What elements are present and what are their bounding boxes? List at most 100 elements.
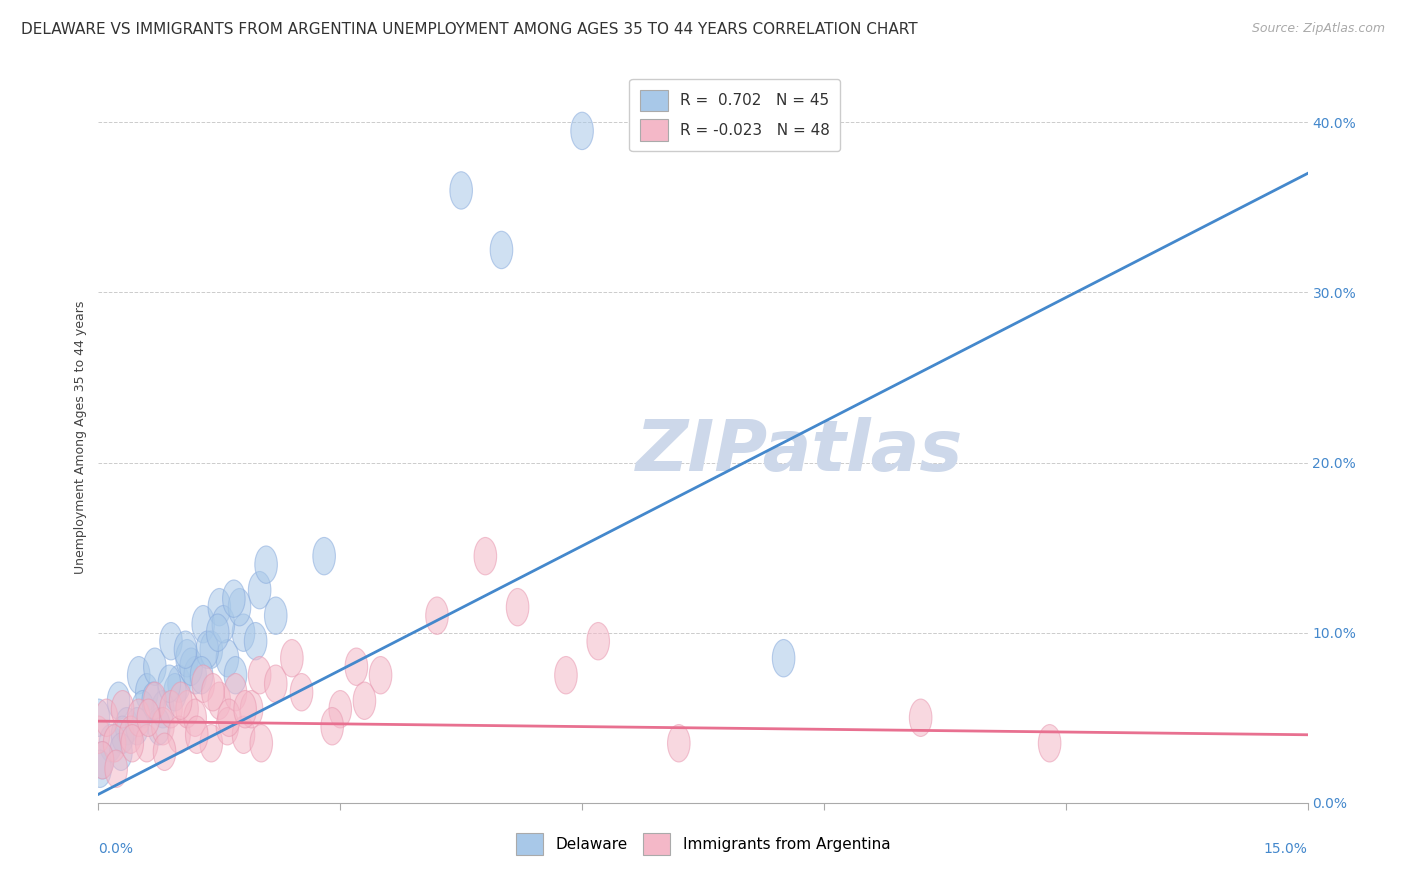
Ellipse shape bbox=[233, 690, 256, 728]
Ellipse shape bbox=[207, 614, 229, 651]
Ellipse shape bbox=[132, 690, 155, 728]
Ellipse shape bbox=[571, 112, 593, 150]
Ellipse shape bbox=[174, 631, 197, 668]
Text: DELAWARE VS IMMIGRANTS FROM ARGENTINA UNEMPLOYMENT AMONG AGES 35 TO 44 YEARS COR: DELAWARE VS IMMIGRANTS FROM ARGENTINA UN… bbox=[21, 22, 918, 37]
Ellipse shape bbox=[152, 707, 174, 745]
Ellipse shape bbox=[103, 724, 125, 762]
Ellipse shape bbox=[232, 614, 254, 651]
Ellipse shape bbox=[555, 657, 578, 694]
Ellipse shape bbox=[184, 657, 207, 694]
Ellipse shape bbox=[212, 606, 235, 643]
Ellipse shape bbox=[89, 750, 111, 788]
Ellipse shape bbox=[142, 682, 165, 720]
Ellipse shape bbox=[91, 741, 114, 779]
Ellipse shape bbox=[111, 690, 134, 728]
Ellipse shape bbox=[143, 682, 166, 720]
Ellipse shape bbox=[224, 657, 246, 694]
Ellipse shape bbox=[100, 724, 122, 762]
Ellipse shape bbox=[264, 665, 287, 702]
Ellipse shape bbox=[135, 673, 157, 711]
Ellipse shape bbox=[506, 589, 529, 626]
Ellipse shape bbox=[87, 716, 110, 754]
Ellipse shape bbox=[290, 673, 314, 711]
Ellipse shape bbox=[772, 640, 794, 677]
Ellipse shape bbox=[195, 631, 218, 668]
Ellipse shape bbox=[153, 733, 176, 771]
Ellipse shape bbox=[105, 750, 128, 788]
Ellipse shape bbox=[250, 724, 273, 762]
Ellipse shape bbox=[110, 733, 132, 771]
Ellipse shape bbox=[184, 699, 207, 737]
Ellipse shape bbox=[668, 724, 690, 762]
Ellipse shape bbox=[344, 648, 367, 685]
Ellipse shape bbox=[160, 623, 183, 660]
Ellipse shape bbox=[176, 640, 198, 677]
Ellipse shape bbox=[143, 648, 166, 685]
Ellipse shape bbox=[167, 716, 190, 754]
Ellipse shape bbox=[450, 172, 472, 209]
Ellipse shape bbox=[474, 538, 496, 574]
Ellipse shape bbox=[125, 707, 149, 745]
Ellipse shape bbox=[217, 707, 239, 745]
Ellipse shape bbox=[491, 231, 513, 268]
Ellipse shape bbox=[353, 682, 375, 720]
Ellipse shape bbox=[586, 623, 609, 660]
Ellipse shape bbox=[128, 657, 150, 694]
Ellipse shape bbox=[138, 699, 160, 737]
Ellipse shape bbox=[370, 657, 392, 694]
Ellipse shape bbox=[96, 699, 118, 737]
Ellipse shape bbox=[218, 699, 240, 737]
Ellipse shape bbox=[120, 716, 142, 754]
Ellipse shape bbox=[208, 682, 231, 720]
Ellipse shape bbox=[240, 690, 263, 728]
Ellipse shape bbox=[249, 572, 271, 609]
Ellipse shape bbox=[193, 665, 215, 702]
Ellipse shape bbox=[200, 631, 222, 668]
Ellipse shape bbox=[87, 699, 110, 737]
Ellipse shape bbox=[190, 657, 212, 694]
Text: 0.0%: 0.0% bbox=[98, 842, 134, 855]
Ellipse shape bbox=[426, 597, 449, 634]
Ellipse shape bbox=[193, 606, 215, 643]
Ellipse shape bbox=[208, 589, 231, 626]
Ellipse shape bbox=[245, 623, 267, 660]
Ellipse shape bbox=[152, 690, 174, 728]
Ellipse shape bbox=[321, 707, 343, 745]
Ellipse shape bbox=[128, 699, 150, 737]
Text: ZIPatlas: ZIPatlas bbox=[636, 417, 963, 486]
Text: 15.0%: 15.0% bbox=[1264, 842, 1308, 855]
Ellipse shape bbox=[115, 707, 138, 745]
Ellipse shape bbox=[254, 546, 277, 583]
Ellipse shape bbox=[180, 648, 202, 685]
Ellipse shape bbox=[135, 724, 157, 762]
Ellipse shape bbox=[329, 690, 352, 728]
Ellipse shape bbox=[217, 640, 239, 677]
Ellipse shape bbox=[186, 716, 208, 754]
Ellipse shape bbox=[264, 597, 287, 634]
Ellipse shape bbox=[111, 716, 134, 754]
Ellipse shape bbox=[224, 673, 246, 711]
Ellipse shape bbox=[232, 716, 254, 754]
Ellipse shape bbox=[91, 741, 114, 779]
Ellipse shape bbox=[200, 724, 222, 762]
Ellipse shape bbox=[121, 724, 143, 762]
Ellipse shape bbox=[169, 682, 193, 720]
Ellipse shape bbox=[160, 690, 183, 728]
Ellipse shape bbox=[163, 673, 186, 711]
Ellipse shape bbox=[107, 682, 129, 720]
Text: Source: ZipAtlas.com: Source: ZipAtlas.com bbox=[1251, 22, 1385, 36]
Ellipse shape bbox=[249, 657, 271, 694]
Ellipse shape bbox=[910, 699, 932, 737]
Ellipse shape bbox=[167, 665, 190, 702]
Ellipse shape bbox=[228, 589, 250, 626]
Ellipse shape bbox=[1039, 724, 1062, 762]
Legend: Delaware, Immigrants from Argentina: Delaware, Immigrants from Argentina bbox=[509, 827, 897, 861]
Ellipse shape bbox=[148, 707, 170, 745]
Ellipse shape bbox=[222, 580, 245, 617]
Ellipse shape bbox=[281, 640, 304, 677]
Ellipse shape bbox=[157, 665, 180, 702]
Y-axis label: Unemployment Among Ages 35 to 44 years: Unemployment Among Ages 35 to 44 years bbox=[75, 301, 87, 574]
Ellipse shape bbox=[176, 690, 198, 728]
Ellipse shape bbox=[201, 673, 224, 711]
Ellipse shape bbox=[314, 538, 336, 574]
